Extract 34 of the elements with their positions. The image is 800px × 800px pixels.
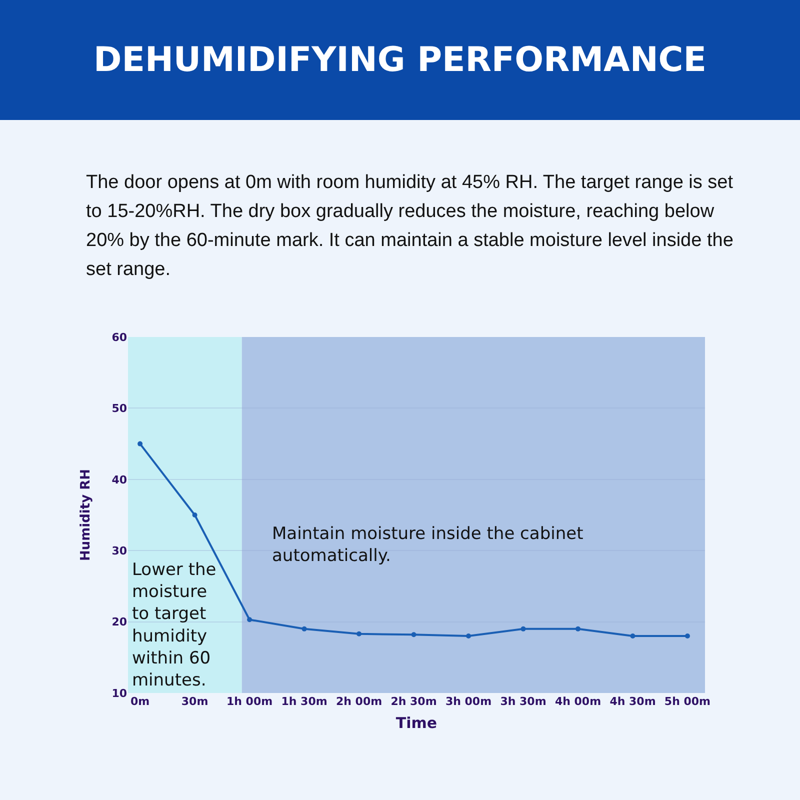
x-tick-label: 1h 00m [226,695,273,708]
y-tick-label: 40 [112,473,128,486]
x-tick-label: 5h 00m [664,695,711,708]
x-tick-label: 3h 30m [500,695,546,708]
point [575,626,580,632]
y-tick-label: 30 [112,544,128,558]
chart-title: DEHUMIDIFYING PERFORMANCE [0,0,800,120]
point [630,634,636,639]
point [302,626,307,632]
band-label: Maintain moisture inside the cabinet automatically. [272,524,584,566]
y-tick-label: 10 [112,686,128,700]
y-tick-label: 50 [112,402,128,416]
x-tick-label: 2h 00m [336,695,382,708]
point [138,441,143,446]
point [356,631,362,636]
x-tick-label: 4h 30m [610,695,656,708]
x-tick-label: 4h 00m [554,695,602,708]
x-axis-title: Time [396,714,438,732]
x-tick-label: 3h 00m [445,695,492,708]
point [411,632,416,638]
chart-subtitle: The door opens at 0m with room humidity at 45% RH. The target range is set to 15-20%RH. The dry box gradually reduces the moisture, reaching below 20% by the 60-minute mark. It can maintain a stable moisture level inside the set range. [86,171,734,282]
band-label: Lower the moisture to target humidity within 60 minutes. [132,560,216,690]
point [520,626,526,632]
y-tick-label: 60 [112,330,128,344]
point [466,634,472,639]
x-tick-label: 0m [130,695,150,708]
x-tick-label: 30m [181,695,208,708]
point [684,634,690,639]
y-axis-title: Humidity RH [78,468,94,562]
x-tick-label: 1h 30m [281,695,328,708]
point [192,512,198,518]
x-tick-label: 2h 30m [390,695,437,708]
y-tick-label: 20 [112,616,128,629]
point [247,617,252,622]
